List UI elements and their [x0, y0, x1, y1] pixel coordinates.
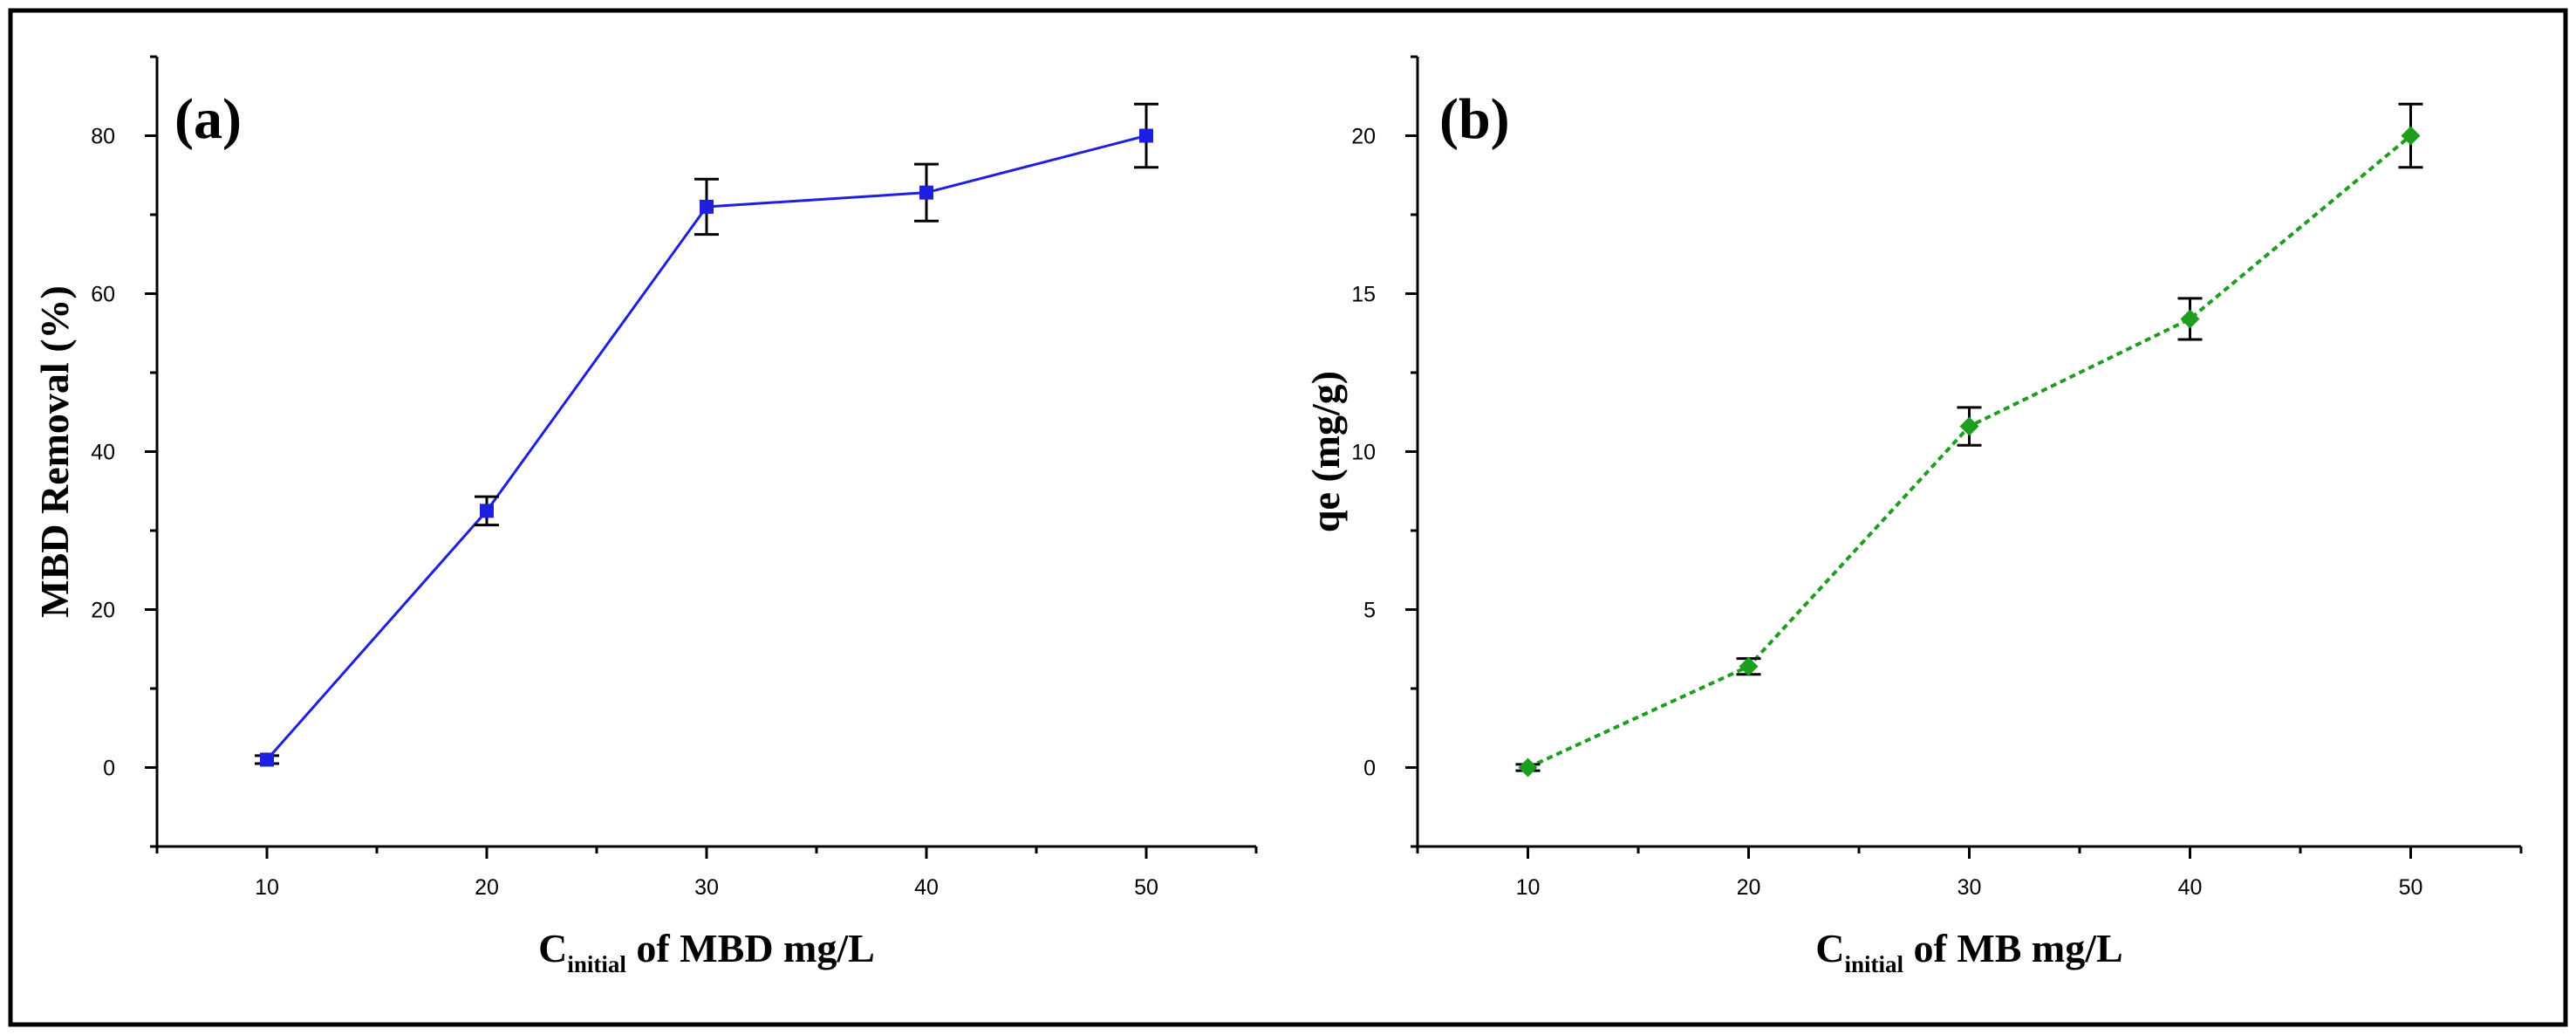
panel-b-x-tick-label: 30 — [1958, 875, 1982, 900]
panel-a-y-tick-label: 60 — [91, 283, 115, 307]
panel-a-x-axis-title-rest: of MBD mg/L — [626, 926, 875, 970]
panel-b-data-point — [1739, 656, 1759, 676]
panel-a-y-tick-label: 80 — [91, 125, 115, 149]
panel-a-x-tick-label: 20 — [475, 875, 499, 900]
panel-b-x-axis-title-main: C — [1815, 926, 1844, 970]
panel-a-data-point — [480, 504, 494, 518]
panel-b-label: (b) — [1439, 87, 1510, 151]
panel-b-x-tick-label: 50 — [2399, 875, 2423, 900]
panel-a-data-point — [919, 185, 933, 200]
panel-b-data-point — [2401, 126, 2421, 146]
panel-b-y-tick-label: 0 — [1363, 757, 1376, 781]
panel-b-y-tick-label: 20 — [1351, 125, 1376, 149]
panel-a-x-axis-title-main: C — [538, 926, 567, 970]
panel-b-x-tick-label: 40 — [2178, 875, 2203, 900]
panel-b-data-point — [1518, 757, 1538, 778]
panel-a-x-tick-label: 10 — [255, 875, 279, 900]
panel-b-data-point — [2180, 309, 2200, 329]
panel-b-x-axis-title-subscript: initial — [1845, 951, 1904, 977]
panel-b-y-tick-label: 15 — [1351, 283, 1376, 307]
panel-b-data-point — [1959, 416, 1979, 436]
panel-b-y-axis-title: qe (mg/g) — [1303, 371, 1348, 532]
panel-a-y-tick-label: 40 — [91, 441, 115, 465]
panel-b-x-tick-label: 20 — [1737, 875, 1761, 900]
panel-b-chart: 0 5 10 15 20 10 20 30 40 50 (b) qe (mg/g) Cinitial o… — [1303, 55, 2523, 977]
panel-a-label: (a) — [174, 87, 242, 151]
panel-a-y-tick-label: 20 — [91, 599, 115, 623]
panel-a-x-tick-label: 30 — [694, 875, 719, 900]
panel-a-y-axis-title: MBD Removal (%) — [32, 285, 77, 618]
outer-frame — [8, 8, 2568, 1027]
panel-a-data-point — [260, 752, 274, 767]
panel-a-data-point — [1139, 128, 1153, 143]
panel-a-x-tick-label: 50 — [1134, 875, 1158, 900]
panel-a-data-point — [700, 199, 714, 214]
panel-a-x-tick-label: 40 — [914, 875, 939, 900]
panel-b-x-tick-label: 10 — [1516, 875, 1541, 900]
panel-a-y-tick-label: 0 — [103, 757, 115, 781]
panel-b-y-tick-label: 10 — [1351, 441, 1376, 465]
panel-a-x-axis-title: Cinitial of MBD mg/L — [538, 926, 875, 977]
panel-b-y-tick-label: 5 — [1363, 599, 1376, 623]
panel-b-x-axis-title-rest: of MB mg/L — [1903, 926, 2123, 970]
panel-a-chart: 0 20 40 60 80 10 20 30 40 50 (a) MBD Removal (%) Cin… — [32, 55, 1258, 977]
panel-a-x-axis-title-subscript: initial — [567, 951, 626, 977]
panel-b-x-axis-title: Cinitial of MB mg/L — [1815, 926, 2122, 977]
